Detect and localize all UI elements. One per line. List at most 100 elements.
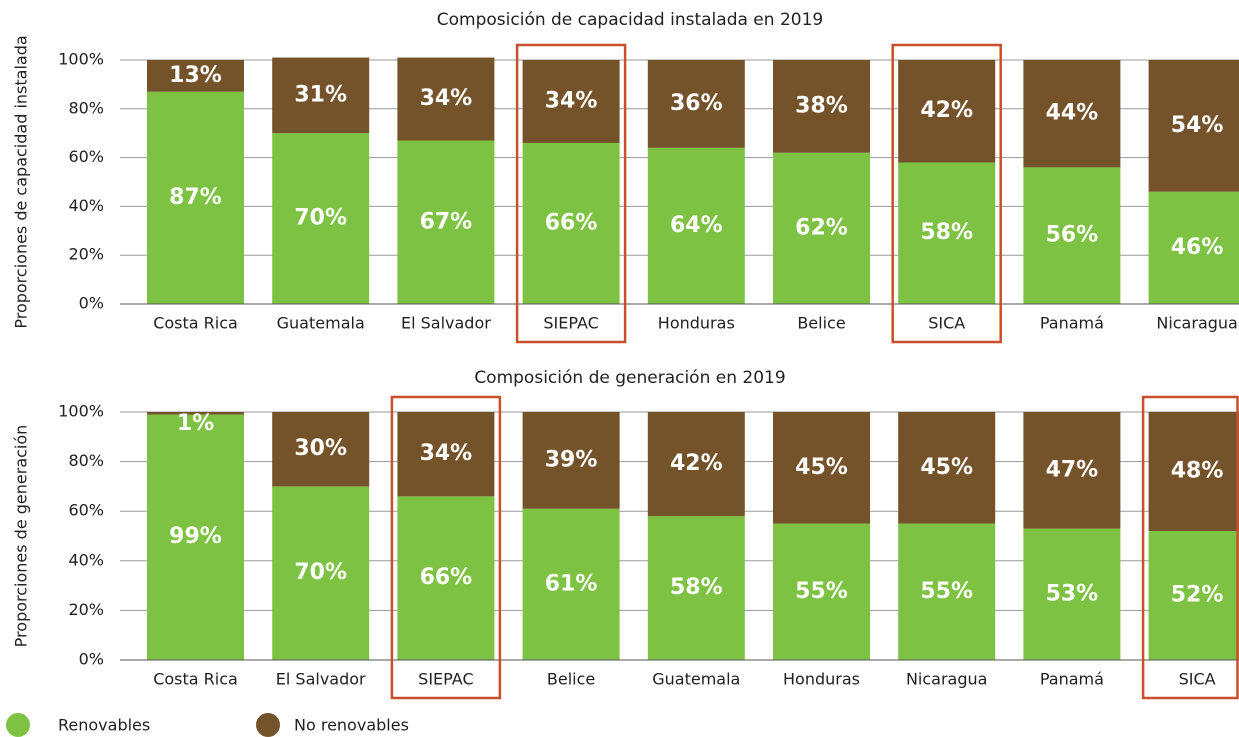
data-label: 52% — [1171, 583, 1224, 608]
data-label: 1% — [177, 411, 214, 436]
data-label: 70% — [294, 560, 347, 585]
bar-segment — [522, 412, 620, 509]
data-label: 34% — [420, 86, 473, 111]
data-label: 45% — [920, 455, 973, 480]
data-label: 64% — [670, 213, 723, 238]
bar-segment — [773, 152, 870, 304]
bar-segment — [773, 412, 870, 524]
x-tick-label: SIEPAC — [543, 314, 598, 333]
data-label: 48% — [1171, 459, 1224, 484]
x-tick-label: El Salvador — [276, 670, 366, 689]
data-label: 62% — [795, 215, 848, 240]
bar-segment — [397, 496, 495, 660]
x-tick-label: Guatemala — [652, 670, 740, 689]
data-label: 45% — [795, 455, 848, 480]
data-label: 66% — [545, 210, 598, 235]
bar-segment — [1023, 167, 1121, 304]
data-label: 31% — [294, 82, 347, 107]
y-tick-label: 100% — [58, 50, 104, 69]
chart-title: Composición de generación en 2019 — [474, 368, 785, 388]
y-tick-label: 0% — [79, 650, 104, 669]
y-tick-label: 60% — [68, 501, 104, 520]
x-tick-label: Costa Rica — [153, 670, 238, 689]
bar-segment — [1148, 531, 1239, 660]
bar-segment — [272, 57, 370, 134]
data-label: 70% — [294, 206, 347, 231]
bar-segment — [147, 91, 244, 304]
data-label: 67% — [420, 209, 473, 234]
legend-label: Renovables — [58, 716, 150, 735]
data-label: 53% — [1046, 581, 1099, 606]
bar-segment — [647, 516, 745, 660]
bar-segment — [272, 133, 370, 304]
bar-segment — [147, 60, 244, 92]
y-tick-label: 20% — [68, 600, 104, 619]
y-axis-label: Proporciones de capacidad instalada — [12, 35, 31, 328]
data-label: 47% — [1046, 457, 1099, 482]
x-tick-label: Nicaragua — [906, 670, 988, 689]
bar-segment — [647, 147, 745, 304]
bar-segment — [898, 162, 996, 304]
data-label: 55% — [920, 579, 973, 604]
bar-segment — [397, 140, 495, 304]
data-label: 58% — [920, 220, 973, 245]
bar-segment — [522, 142, 620, 304]
x-tick-label: Belice — [547, 670, 595, 689]
bar-segment — [898, 523, 996, 660]
legend-swatch — [6, 713, 30, 737]
legend-swatch — [256, 713, 280, 737]
bar-segment — [147, 414, 244, 660]
bar-segment — [1148, 191, 1239, 304]
y-tick-label: 20% — [68, 245, 104, 264]
y-axis-label: Proporciones de generación — [12, 425, 31, 648]
data-label: 87% — [169, 185, 222, 210]
bar-segment — [397, 57, 495, 141]
y-tick-label: 40% — [68, 550, 104, 569]
data-label: 34% — [420, 441, 473, 466]
x-tick-label: Costa Rica — [153, 314, 238, 333]
x-tick-label: Honduras — [658, 314, 735, 333]
x-tick-label: El Salvador — [401, 314, 491, 333]
bar-segment — [647, 412, 745, 517]
bar-segment — [647, 60, 745, 148]
data-label: 42% — [920, 98, 973, 123]
highlight-box — [390, 395, 502, 700]
data-label: 55% — [795, 579, 848, 604]
x-tick-label: Honduras — [783, 670, 860, 689]
y-tick-label: 80% — [68, 451, 104, 470]
x-tick-label: Nicaragua — [1156, 314, 1238, 333]
bar-segment — [773, 60, 870, 153]
bar-segment — [522, 508, 620, 660]
x-tick-label: Guatemala — [277, 314, 365, 333]
x-tick-label: Panamá — [1040, 670, 1104, 689]
x-tick-label: Panamá — [1040, 314, 1104, 333]
y-tick-label: 100% — [58, 402, 104, 421]
chart-title: Composición de capacidad instalada en 20… — [437, 10, 823, 30]
data-label: 30% — [294, 436, 347, 461]
y-tick-label: 60% — [68, 147, 104, 166]
data-label: 34% — [545, 88, 598, 113]
x-tick-label: SICA — [928, 314, 965, 333]
bar-segment — [898, 60, 996, 163]
data-label: 36% — [670, 91, 723, 116]
x-tick-label: SICA — [1179, 670, 1216, 689]
bar-segment — [1148, 412, 1239, 532]
highlight-box — [515, 43, 627, 344]
bar-segment — [1148, 60, 1239, 192]
bar-segment — [147, 412, 244, 415]
bar-segment — [1023, 60, 1121, 168]
data-label: 39% — [545, 447, 598, 472]
bar-segment — [272, 486, 370, 660]
y-tick-label: 0% — [79, 294, 104, 313]
highlight-box — [1141, 395, 1239, 700]
bar-segment — [898, 412, 996, 524]
x-tick-label: SIEPAC — [418, 670, 473, 689]
y-tick-label: 40% — [68, 196, 104, 215]
data-label: 46% — [1171, 235, 1224, 260]
bar-segment — [773, 523, 870, 660]
data-label: 13% — [169, 63, 222, 88]
y-tick-label: 80% — [68, 98, 104, 117]
bar-segment — [397, 412, 495, 497]
bar-segment — [272, 412, 370, 487]
